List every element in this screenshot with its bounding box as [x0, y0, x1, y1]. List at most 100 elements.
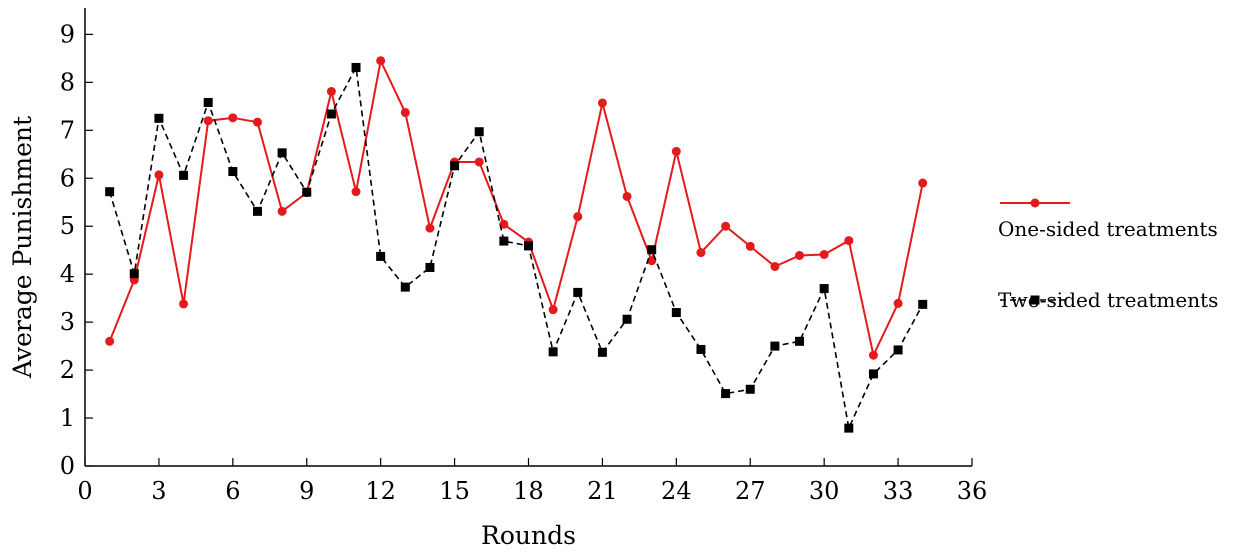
- data-point: [647, 245, 657, 255]
- data-point: [597, 347, 607, 357]
- data-point: [597, 98, 607, 108]
- data-point: [647, 256, 657, 266]
- x-tick-label: 21: [587, 477, 618, 505]
- data-point: [696, 248, 706, 258]
- y-tick-label: 6: [60, 164, 75, 192]
- y-tick-label: 2: [60, 356, 75, 384]
- data-point: [351, 62, 361, 72]
- legend-label-two-sided: Two-sided treatments: [998, 288, 1218, 312]
- legend-item-two-sided: Two-sided treatments: [998, 288, 1218, 312]
- series-one-sided: [105, 56, 928, 360]
- data-point: [918, 178, 928, 188]
- x-tick-label: 9: [299, 477, 314, 505]
- data-point: [868, 350, 878, 360]
- series-layer: [105, 56, 928, 433]
- legend-marker-two-sided: [1030, 295, 1040, 305]
- data-point: [893, 345, 903, 355]
- data-point: [795, 250, 805, 260]
- data-point: [179, 299, 189, 309]
- data-point: [499, 236, 509, 246]
- data-point: [376, 251, 386, 261]
- data-point: [573, 212, 583, 222]
- x-axis-title: Rounds: [481, 521, 576, 550]
- data-point: [252, 206, 262, 216]
- x-tick-label: 30: [809, 477, 840, 505]
- data-point: [474, 127, 484, 137]
- y-tick-label: 1: [60, 404, 75, 432]
- data-point: [203, 97, 213, 107]
- legend-label-one-sided: One-sided treatments: [998, 217, 1218, 241]
- data-point: [573, 287, 583, 297]
- data-point: [277, 206, 287, 216]
- data-point: [154, 113, 164, 123]
- data-point: [795, 336, 805, 346]
- data-point: [326, 86, 336, 96]
- data-point: [819, 250, 829, 260]
- series-two-sided: [105, 62, 928, 433]
- data-point: [918, 299, 928, 309]
- x-tick-label: 12: [365, 477, 396, 505]
- data-point: [868, 369, 878, 379]
- data-point: [105, 336, 115, 346]
- x-tick-label: 3: [151, 477, 166, 505]
- data-point: [425, 223, 435, 233]
- x-tick-label: 27: [735, 477, 766, 505]
- series-line: [108, 57, 924, 359]
- data-point: [721, 389, 731, 399]
- data-point: [770, 261, 780, 271]
- data-point: [351, 187, 361, 197]
- legend-marker-one-sided: [1030, 198, 1040, 208]
- data-point: [671, 308, 681, 318]
- x-tick-label: 24: [661, 477, 692, 505]
- data-point: [844, 236, 854, 246]
- data-point: [499, 219, 509, 229]
- x-tick-label: 0: [77, 477, 92, 505]
- y-tick-label: 4: [60, 260, 75, 288]
- data-point: [326, 109, 336, 119]
- data-point: [770, 341, 780, 351]
- data-point: [302, 187, 312, 197]
- data-point: [105, 187, 115, 197]
- data-point: [425, 262, 435, 272]
- y-ticks: 0 1 2 3 4 5 6 7 8 9: [60, 20, 93, 480]
- data-point: [129, 269, 139, 279]
- data-point: [203, 116, 213, 126]
- data-point: [252, 117, 262, 127]
- y-tick-label: 0: [60, 452, 75, 480]
- y-tick-label: 8: [60, 68, 75, 96]
- data-point: [548, 305, 558, 315]
- data-point: [400, 282, 410, 292]
- data-point: [819, 284, 829, 294]
- data-point: [671, 146, 681, 156]
- x-tick-label: 15: [439, 477, 470, 505]
- x-tick-label: 18: [513, 477, 544, 505]
- axes: [84, 8, 972, 467]
- legend: One-sided treatments Two-sided treatment…: [998, 198, 1218, 312]
- data-point: [622, 314, 632, 324]
- data-point: [179, 170, 189, 180]
- data-point: [721, 221, 731, 231]
- data-point: [228, 167, 238, 177]
- data-point: [893, 298, 903, 308]
- y-tick-label: 7: [60, 116, 75, 144]
- data-point: [474, 157, 484, 167]
- x-tick-label: 6: [225, 477, 240, 505]
- data-point: [154, 170, 164, 180]
- data-point: [745, 241, 755, 251]
- data-point: [622, 191, 632, 201]
- x-ticks: 0 3 6 9 12 15 18 21 24 27 30 33 36: [77, 458, 987, 505]
- y-tick-label: 9: [60, 20, 75, 48]
- data-point: [548, 347, 558, 357]
- y-tick-label: 3: [60, 308, 75, 336]
- data-point: [277, 148, 287, 158]
- data-point: [400, 108, 410, 118]
- series-line: [108, 64, 924, 431]
- legend-item-one-sided: One-sided treatments: [998, 198, 1218, 241]
- y-tick-label: 5: [60, 212, 75, 240]
- data-point: [450, 161, 460, 171]
- data-point: [228, 113, 238, 123]
- y-axis-title: Average Punishment: [8, 116, 37, 379]
- data-point: [844, 423, 854, 433]
- data-point: [745, 384, 755, 394]
